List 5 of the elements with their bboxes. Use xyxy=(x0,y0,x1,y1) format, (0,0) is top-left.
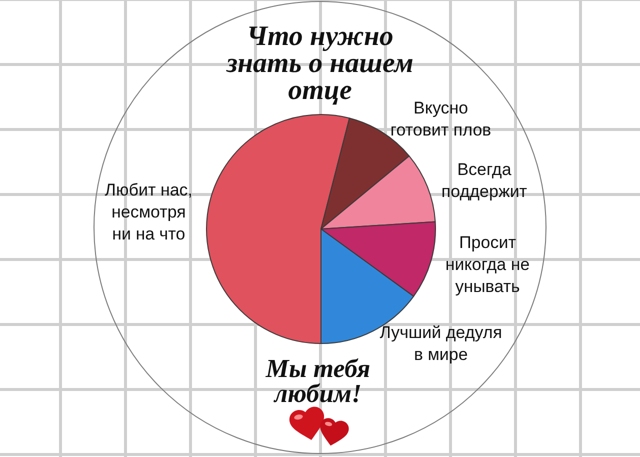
slice-label: Всегда поддержит xyxy=(441,160,528,202)
slice-label: Любит нас, несмотря ни на что xyxy=(104,180,193,244)
text: Мы тебя любим! xyxy=(266,354,370,408)
slice-label: Просит никогда не унывать xyxy=(445,232,530,296)
slice-label: Лучший дедуля в мире xyxy=(380,323,502,364)
